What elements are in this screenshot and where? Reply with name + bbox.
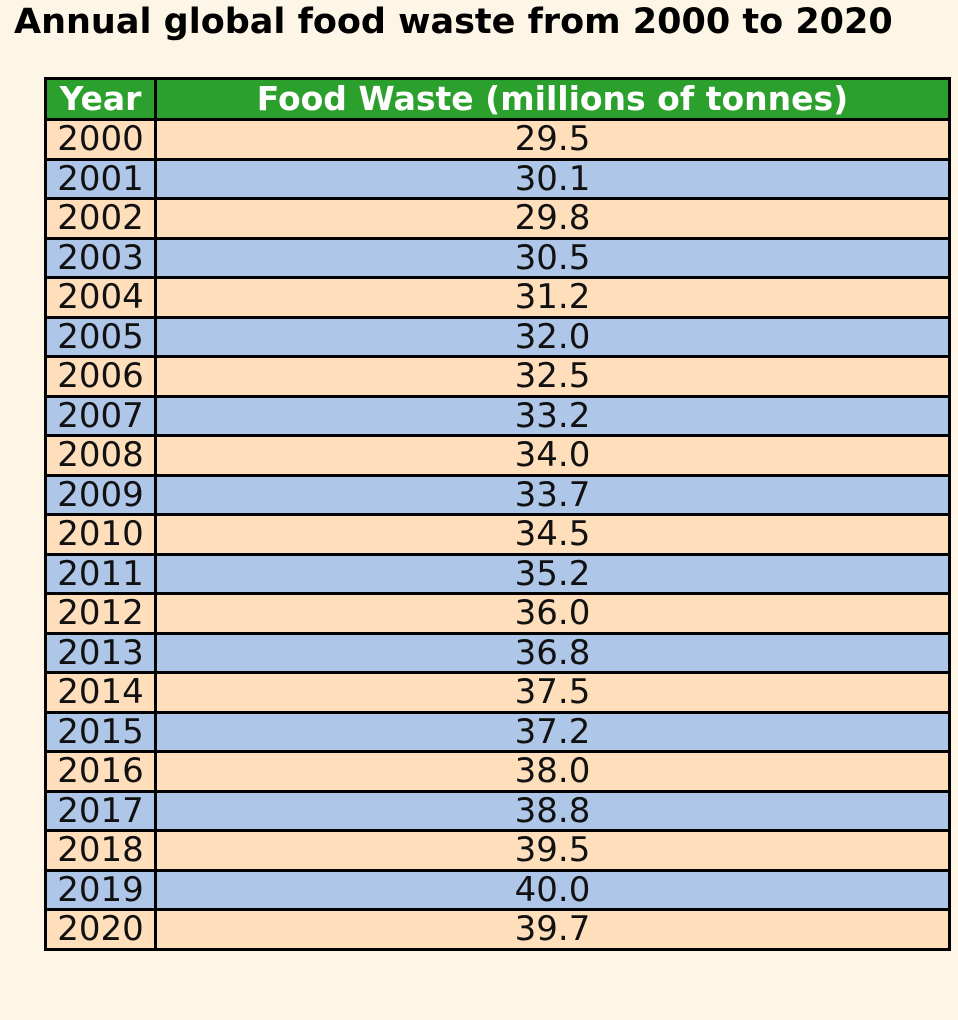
table-row: 2014 37.5: [44, 671, 951, 714]
food-waste-cell: 39.5: [154, 829, 951, 872]
food-waste-cell: 34.0: [154, 434, 951, 477]
table-row: 2015 37.2: [44, 710, 951, 753]
year-cell: 2002: [44, 197, 157, 240]
year-cell: 2012: [44, 592, 157, 635]
table-row: 2012 36.0: [44, 592, 951, 635]
year-cell: 2006: [44, 355, 157, 398]
year-cell: 2009: [44, 473, 157, 516]
table-row: 2016 38.0: [44, 750, 951, 793]
food-waste-cell: 33.7: [154, 473, 951, 516]
food-waste-cell: 37.5: [154, 671, 951, 714]
year-cell: 2003: [44, 236, 157, 279]
table-title: Annual global food waste from 2000 to 20…: [14, 2, 893, 42]
year-cell: 2004: [44, 276, 157, 319]
food-waste-cell: 32.0: [154, 315, 951, 358]
table-row: 2007 33.2: [44, 394, 951, 437]
food-waste-cell: 29.8: [154, 197, 951, 240]
year-cell: 2010: [44, 513, 157, 556]
year-cell: 2015: [44, 710, 157, 753]
food-waste-cell: 37.2: [154, 710, 951, 753]
food-waste-cell: 31.2: [154, 276, 951, 319]
food-waste-cell: 33.2: [154, 394, 951, 437]
table-row: 2003 30.5: [44, 236, 951, 279]
year-cell: 2014: [44, 671, 157, 714]
table-row: 2011 35.2: [44, 552, 951, 595]
year-cell: 2018: [44, 829, 157, 872]
year-cell: 2008: [44, 434, 157, 477]
food-waste-cell: 38.8: [154, 789, 951, 832]
table-row: 2002 29.8: [44, 197, 951, 240]
food-waste-cell: 32.5: [154, 355, 951, 398]
food-waste-cell: 39.7: [154, 908, 951, 951]
food-waste-cell: 36.0: [154, 592, 951, 635]
year-cell: 2019: [44, 868, 157, 911]
table-row: 2019 40.0: [44, 868, 951, 911]
table-row: 2008 34.0: [44, 434, 951, 477]
food-waste-cell: 38.0: [154, 750, 951, 793]
year-cell: 2000: [44, 118, 157, 161]
year-cell: 2001: [44, 157, 157, 200]
food-waste-cell: 35.2: [154, 552, 951, 595]
table-row: 2018 39.5: [44, 829, 951, 872]
table-row: 2006 32.5: [44, 355, 951, 398]
table-row: 2001 30.1: [44, 157, 951, 200]
table-row: 2013 36.8: [44, 631, 951, 674]
column-header-year: Year: [44, 77, 157, 121]
year-cell: 2020: [44, 908, 157, 951]
table-body: 2000 29.5 2001 30.1 2002 29.8 2003 30.5 2004 31.2…: [44, 118, 951, 951]
table-row: 2020 39.7: [44, 908, 951, 951]
food-waste-cell: 40.0: [154, 868, 951, 911]
food-waste-cell: 34.5: [154, 513, 951, 556]
year-cell: 2007: [44, 394, 157, 437]
table-row: 2010 34.5: [44, 513, 951, 556]
food-waste-cell: 30.1: [154, 157, 951, 200]
table-row: 2005 32.0: [44, 315, 951, 358]
table-row: 2004 31.2: [44, 276, 951, 319]
food-waste-cell: 30.5: [154, 236, 951, 279]
column-header-food-waste: Food Waste (millions of tonnes): [154, 77, 951, 121]
table-header-row: Year Food Waste (millions of tonnes): [44, 77, 951, 121]
food-waste-cell: 29.5: [154, 118, 951, 161]
year-cell: 2011: [44, 552, 157, 595]
table-row: 2017 38.8: [44, 789, 951, 832]
table-row: 2000 29.5: [44, 118, 951, 161]
food-waste-cell: 36.8: [154, 631, 951, 674]
table-row: 2009 33.7: [44, 473, 951, 516]
year-cell: 2017: [44, 789, 157, 832]
year-cell: 2016: [44, 750, 157, 793]
year-cell: 2005: [44, 315, 157, 358]
year-cell: 2013: [44, 631, 157, 674]
food-waste-table: Year Food Waste (millions of tonnes) 200…: [44, 77, 951, 951]
